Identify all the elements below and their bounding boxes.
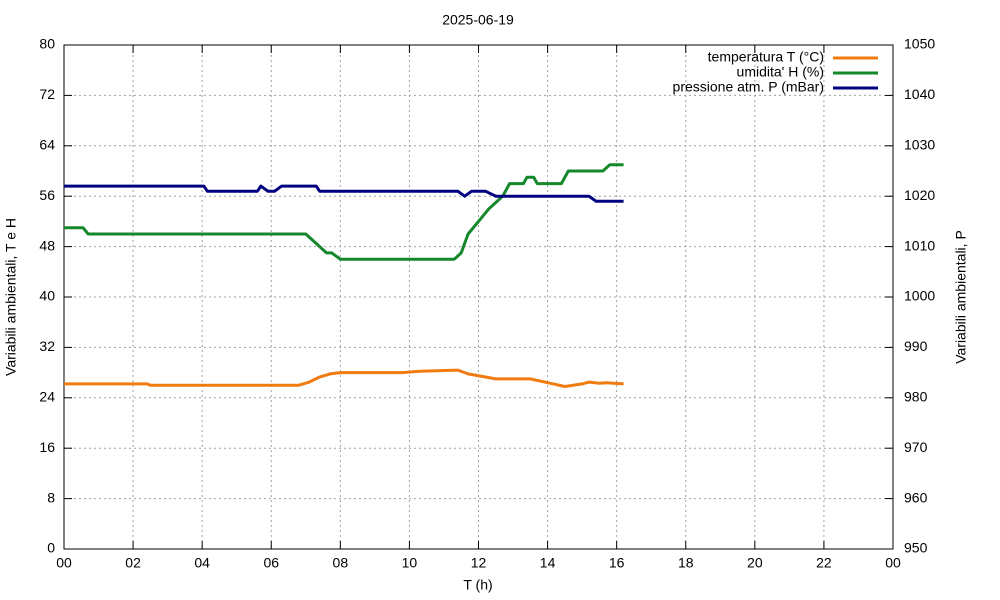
y-tick-label: 56 (39, 187, 55, 203)
y-tick-label: 40 (39, 288, 55, 304)
x-tick-label: 14 (540, 555, 556, 571)
y2-tick-label: 1040 (904, 86, 935, 102)
y2-tick-label: 990 (904, 338, 928, 354)
y-tick-label: 80 (39, 36, 55, 52)
x-tick-label: 04 (194, 555, 210, 571)
y-tick-label: 24 (39, 389, 55, 405)
y-tick-label: 64 (39, 137, 55, 153)
y2-tick-label: 980 (904, 389, 928, 405)
y-tick-label: 48 (39, 237, 55, 253)
legend-label: pressione atm. P (mBar) (673, 79, 824, 95)
x-axis-label: T (h) (463, 577, 492, 593)
data-line (64, 368, 624, 388)
y2-tick-label: 1030 (904, 137, 935, 153)
y2-tick-label: 1020 (904, 187, 935, 203)
y2-tick-label: 950 (904, 540, 928, 556)
y2-tick-label: 970 (904, 439, 928, 455)
plot-border (63, 44, 894, 550)
x-tick-label: 10 (402, 555, 418, 571)
y2-tick-label: 1050 (904, 36, 935, 52)
y-tick-label: 32 (39, 338, 55, 354)
legend-label: temperatura T (°C) (708, 49, 824, 65)
legend-label: umidita' H (%) (737, 64, 824, 80)
x-tick-label: 18 (678, 555, 694, 571)
x-tick-label: 12 (471, 555, 487, 571)
y2-tick-label: 1010 (904, 237, 935, 253)
data-line (64, 163, 624, 261)
data-line (64, 184, 624, 203)
chart-title: 2025-06-19 (442, 12, 514, 28)
y-tick-label: 72 (39, 86, 55, 102)
y-tick-label: 16 (39, 439, 55, 455)
x-tick-label: 08 (333, 555, 349, 571)
y-tick-label: 0 (47, 540, 55, 556)
x-tick-label: 00 (56, 555, 72, 571)
x-tick-label: 00 (885, 555, 901, 571)
x-tick-label: 16 (609, 555, 625, 571)
y2-axis-label: Variabili ambientali, P (953, 230, 969, 364)
y2-tick-label: 1000 (904, 288, 935, 304)
y2-tick-label: 960 (904, 489, 928, 505)
x-tick-label: 20 (747, 555, 763, 571)
y-tick-label: 8 (47, 489, 55, 505)
x-tick-label: 22 (816, 555, 832, 571)
y-axis-label: Variabili ambientali, T e H (3, 218, 19, 376)
x-tick-label: 06 (263, 555, 279, 571)
x-tick-label: 02 (125, 555, 141, 571)
